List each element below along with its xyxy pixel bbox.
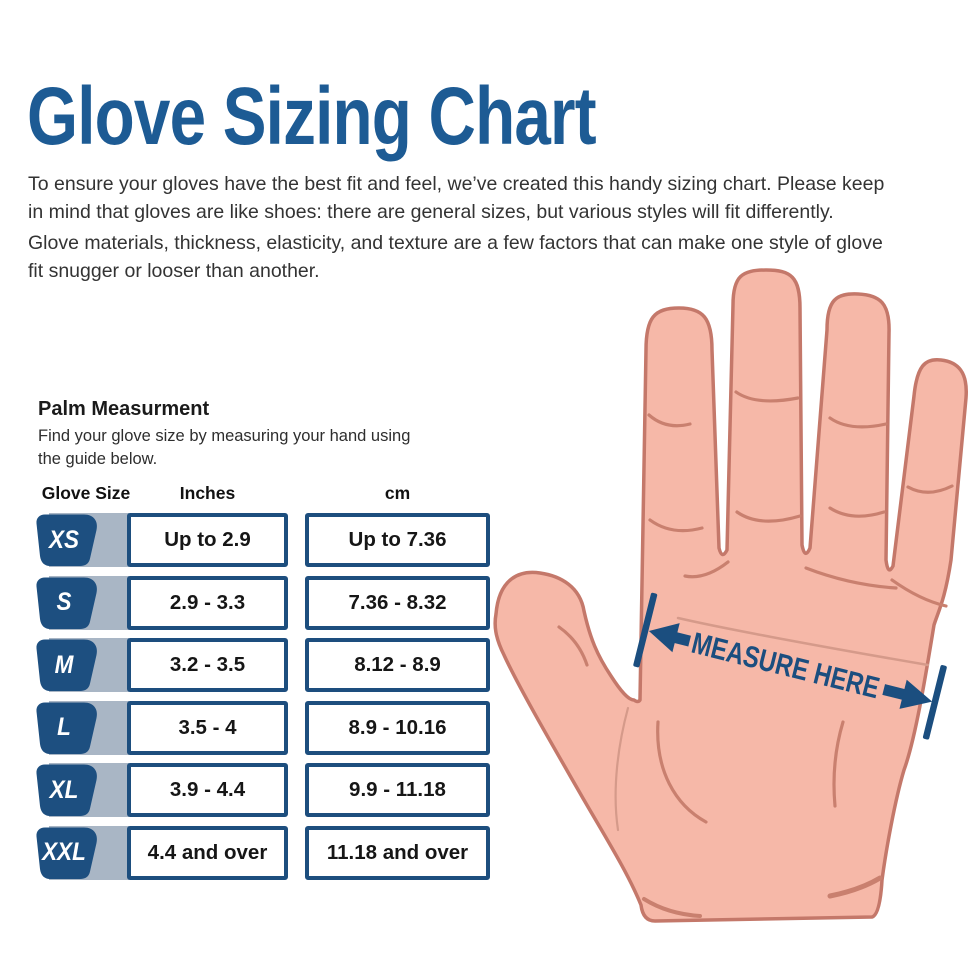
page-title: Glove Sizing Chart	[27, 71, 597, 162]
size-badge-shape	[36, 639, 97, 691]
column-header-cm: cm	[384, 483, 411, 503]
table-row: XXL 4.4 and over 11.18 and over	[35, 825, 490, 880]
cm-value-box: 9.9 - 11.18	[305, 763, 490, 817]
table-row: L 3.5 - 4 8.9 - 10.16	[35, 700, 490, 755]
size-badge: XS	[35, 513, 99, 567]
measure-left-arrow-icon	[648, 623, 680, 653]
hand-crease-lines	[557, 390, 954, 918]
table-row: S 2.9 - 3.3 7.36 - 8.32	[35, 575, 490, 630]
size-badge: M	[35, 638, 99, 692]
size-badge-label: XL	[49, 775, 79, 804]
size-badge-label: XS	[48, 525, 80, 554]
column-header-inches: Inches	[179, 483, 236, 503]
inches-value-box: 3.5 - 4	[127, 700, 288, 755]
size-badge: L	[35, 701, 99, 755]
size-badge-label: XXL	[42, 838, 86, 866]
size-badge-label: S	[56, 588, 72, 616]
size-badge-shape	[36, 827, 97, 879]
column-header-glove-size: Glove Size	[41, 483, 131, 503]
size-badge-shape	[36, 764, 97, 816]
glove-size-table: XS Up to 2.9 Up to 7.36 S 2.9 - 3.3 7.36…	[35, 513, 490, 880]
cm-value-box: 8.12 - 8.9	[305, 638, 490, 692]
size-badge-shape	[36, 702, 97, 754]
intro-paragraph-2: Glove materials, thickness, elasticity, …	[28, 232, 883, 282]
measure-left-tick	[633, 592, 658, 668]
inches-value-box: Up to 2.9	[127, 513, 288, 567]
size-badge: XXL	[35, 826, 99, 880]
size-badge: XL	[35, 763, 99, 817]
hand-outline-shape	[493, 268, 968, 923]
table-row: M 3.2 - 3.5 8.12 - 8.9	[35, 638, 490, 692]
inches-value-box: 3.2 - 3.5	[127, 638, 288, 692]
cm-value-box: 11.18 and over	[305, 825, 490, 880]
table-row: XS Up to 2.9 Up to 7.36	[35, 513, 490, 567]
palm-measurement-subtext: Find your glove size by measuring your h…	[38, 427, 411, 468]
cm-value-box: Up to 7.36	[305, 513, 490, 567]
size-badge-shape	[36, 514, 97, 566]
cm-value-box: 8.9 - 10.16	[305, 700, 490, 755]
size-badge-shape	[36, 577, 97, 629]
inches-value-box: 3.9 - 4.4	[127, 763, 288, 817]
size-badge: S	[35, 576, 99, 630]
palm-measurement-heading: Palm Measurment	[38, 398, 210, 420]
hand-illustration: MEASURE HERE	[493, 268, 968, 923]
table-row: XL 3.9 - 4.4 9.9 - 11.18	[35, 763, 490, 817]
inches-value-box: 2.9 - 3.3	[127, 575, 288, 630]
size-badge-label: M	[54, 650, 74, 679]
intro-paragraph-1: To ensure your gloves have the best fit …	[28, 173, 885, 223]
inches-value-box: 4.4 and over	[127, 825, 288, 880]
measure-right-arrow-icon	[899, 679, 933, 709]
measure-right-tick	[922, 665, 947, 740]
cm-value-box: 7.36 - 8.32	[305, 575, 490, 630]
size-badge-label: L	[57, 713, 71, 741]
